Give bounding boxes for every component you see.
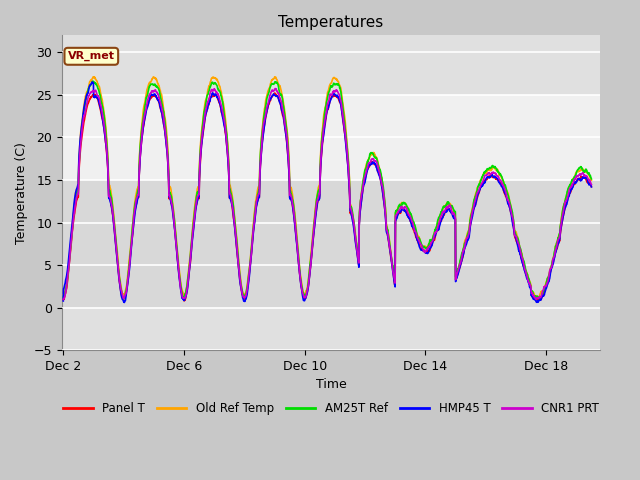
AM25T Ref <box>86 83 94 88</box>
AM25T Ref <box>476 181 483 187</box>
CNR1 PRT <box>86 91 94 96</box>
HMP45 T <box>476 187 483 193</box>
Old Ref Temp <box>573 169 580 175</box>
AM25T Ref <box>588 176 595 182</box>
Panel T <box>180 298 188 304</box>
CNR1 PRT <box>476 185 483 191</box>
Old Ref Temp <box>573 169 580 175</box>
Old Ref Temp <box>60 292 67 298</box>
Title: Temperatures: Temperatures <box>278 15 384 30</box>
Bar <box>62 95 600 180</box>
Old Ref Temp <box>303 288 310 294</box>
Line: CNR1 PRT: CNR1 PRT <box>63 89 591 300</box>
Old Ref Temp <box>588 178 595 183</box>
Text: VR_met: VR_met <box>68 51 115 61</box>
HMP45 T <box>573 180 580 185</box>
CNR1 PRT <box>573 173 580 179</box>
HMP45 T <box>86 82 94 88</box>
Old Ref Temp <box>476 181 483 187</box>
Panel T <box>573 179 580 185</box>
HMP45 T <box>588 184 595 190</box>
Panel T <box>303 292 310 298</box>
CNR1 PRT <box>588 181 595 187</box>
CNR1 PRT <box>271 86 279 92</box>
HMP45 T <box>120 300 128 305</box>
Panel T <box>573 178 580 184</box>
CNR1 PRT <box>60 297 67 302</box>
X-axis label: Time: Time <box>316 379 346 392</box>
AM25T Ref <box>303 290 310 296</box>
Line: Panel T: Panel T <box>63 93 591 301</box>
CNR1 PRT <box>303 292 310 298</box>
Old Ref Temp <box>86 78 94 84</box>
AM25T Ref <box>60 294 67 300</box>
AM25T Ref <box>317 156 324 161</box>
Panel T <box>588 184 595 190</box>
Line: AM25T Ref: AM25T Ref <box>63 81 591 299</box>
Panel T <box>476 187 483 193</box>
Bar <box>62 180 600 308</box>
CNR1 PRT <box>572 174 580 180</box>
Line: HMP45 T: HMP45 T <box>63 82 591 302</box>
HMP45 T <box>60 298 67 304</box>
AM25T Ref <box>89 78 97 84</box>
Old Ref Temp <box>150 74 157 80</box>
HMP45 T <box>317 164 324 170</box>
AM25T Ref <box>573 169 580 175</box>
Panel T <box>317 165 324 171</box>
Legend: Panel T, Old Ref Temp, AM25T Ref, HMP45 T, CNR1 PRT: Panel T, Old Ref Temp, AM25T Ref, HMP45 … <box>59 397 604 420</box>
AM25T Ref <box>120 296 127 302</box>
Line: Old Ref Temp: Old Ref Temp <box>63 77 591 298</box>
Panel T <box>271 90 278 96</box>
Panel T <box>60 297 67 302</box>
CNR1 PRT <box>317 166 324 171</box>
Panel T <box>86 95 94 101</box>
HMP45 T <box>573 179 580 185</box>
AM25T Ref <box>573 170 580 176</box>
Old Ref Temp <box>317 156 324 162</box>
HMP45 T <box>303 292 310 298</box>
Y-axis label: Temperature (C): Temperature (C) <box>15 142 28 244</box>
HMP45 T <box>89 79 97 85</box>
Old Ref Temp <box>534 295 541 301</box>
